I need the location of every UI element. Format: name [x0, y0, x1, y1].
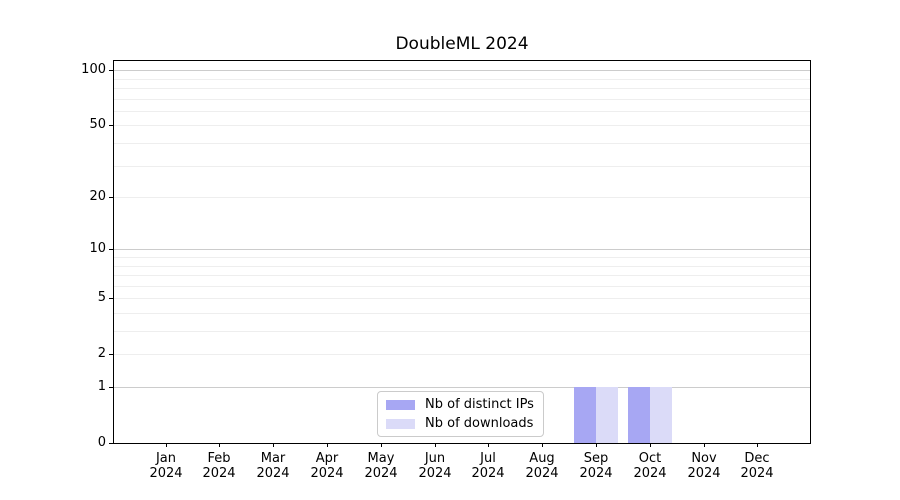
minor-gridline	[114, 197, 810, 198]
minor-gridline	[114, 298, 810, 299]
x-tick-label: Jun 2024	[403, 451, 467, 481]
x-tick-label: May 2024	[349, 451, 413, 481]
minor-gridline	[114, 354, 810, 355]
y-tick-label: 0	[97, 435, 106, 450]
x-tick-label: Feb 2024	[187, 451, 251, 481]
x-tick-label: Mar 2024	[241, 451, 305, 481]
minor-gridline	[114, 143, 810, 144]
y-tick-label: 100	[81, 62, 106, 77]
x-tick-year: 2024	[364, 466, 398, 481]
x-tick-label: Jan 2024	[134, 451, 198, 481]
x-tick-year: 2024	[310, 466, 344, 481]
minor-gridline	[114, 286, 810, 287]
minor-gridline	[114, 266, 810, 267]
minor-gridline	[114, 166, 810, 167]
x-tick-month: Jan	[155, 451, 177, 466]
major-gridline	[114, 387, 810, 388]
x-tick-month: Jul	[480, 451, 496, 466]
y-tick-label: 1	[97, 379, 106, 394]
minor-gridline	[114, 99, 810, 100]
minor-gridline	[114, 88, 810, 89]
x-tick-month: Jun	[424, 451, 446, 466]
x-tick-month: Dec	[744, 451, 770, 466]
y-tick-label: 5	[97, 290, 106, 305]
x-tick-year: 2024	[418, 466, 452, 481]
plot-area	[113, 60, 811, 444]
legend-swatch	[386, 399, 415, 410]
x-tick-year: 2024	[579, 466, 613, 481]
minor-gridline	[114, 257, 810, 258]
legend-label: Nb of distinct IPs	[425, 397, 534, 412]
x-tick-month: May	[367, 451, 395, 466]
minor-gridline	[114, 313, 810, 314]
legend-row: Nb of distinct IPs	[386, 397, 543, 412]
x-tick-label: Aug 2024	[510, 451, 574, 481]
minor-gridline	[114, 275, 810, 276]
x-tick-label: Apr 2024	[295, 451, 359, 481]
y-tick-label: 10	[89, 241, 106, 256]
x-tick-year: 2024	[740, 466, 774, 481]
x-tick-month: Sep	[583, 451, 609, 466]
x-tick-month: Aug	[529, 451, 555, 466]
major-gridline	[114, 249, 810, 250]
x-tick-year: 2024	[687, 466, 721, 481]
x-tick-label: Nov 2024	[672, 451, 736, 481]
y-tick-label: 20	[89, 189, 106, 204]
minor-gridline	[114, 125, 810, 126]
x-tick-year: 2024	[633, 466, 667, 481]
major-gridline	[114, 70, 810, 71]
x-tick-year: 2024	[256, 466, 290, 481]
x-tick-year: 2024	[471, 466, 505, 481]
minor-gridline	[114, 111, 810, 112]
x-tick-label: Dec 2024	[725, 451, 789, 481]
legend: Nb of distinct IPs Nb of downloads	[377, 391, 544, 437]
x-tick-month: Oct	[638, 451, 662, 466]
x-tick-label: Sep 2024	[564, 451, 628, 481]
x-tick-year: 2024	[525, 466, 559, 481]
chart-title: DoubleML 2024	[395, 34, 529, 54]
x-tick-label: Jul 2024	[456, 451, 520, 481]
minor-gridline	[114, 79, 810, 80]
x-tick-month: Nov	[691, 451, 717, 466]
y-tick-label: 2	[97, 346, 106, 361]
x-tick-year: 2024	[202, 466, 236, 481]
bar-nb-of-distinct-ips-oct	[627, 387, 650, 443]
x-tick-month: Apr	[315, 451, 339, 466]
bar-nb-of-downloads-sep	[595, 387, 618, 443]
minor-gridline	[114, 331, 810, 332]
x-tick-month: Mar	[260, 451, 286, 466]
x-tick-label: Oct 2024	[618, 451, 682, 481]
y-tick-label: 50	[89, 117, 106, 132]
legend-label: Nb of downloads	[425, 416, 534, 431]
x-tick-month: Feb	[207, 451, 231, 466]
bar-nb-of-downloads-oct	[649, 387, 672, 443]
legend-swatch	[386, 418, 415, 429]
legend-row: Nb of downloads	[386, 416, 543, 431]
x-tick-year: 2024	[149, 466, 183, 481]
bar-nb-of-distinct-ips-sep	[573, 387, 596, 443]
